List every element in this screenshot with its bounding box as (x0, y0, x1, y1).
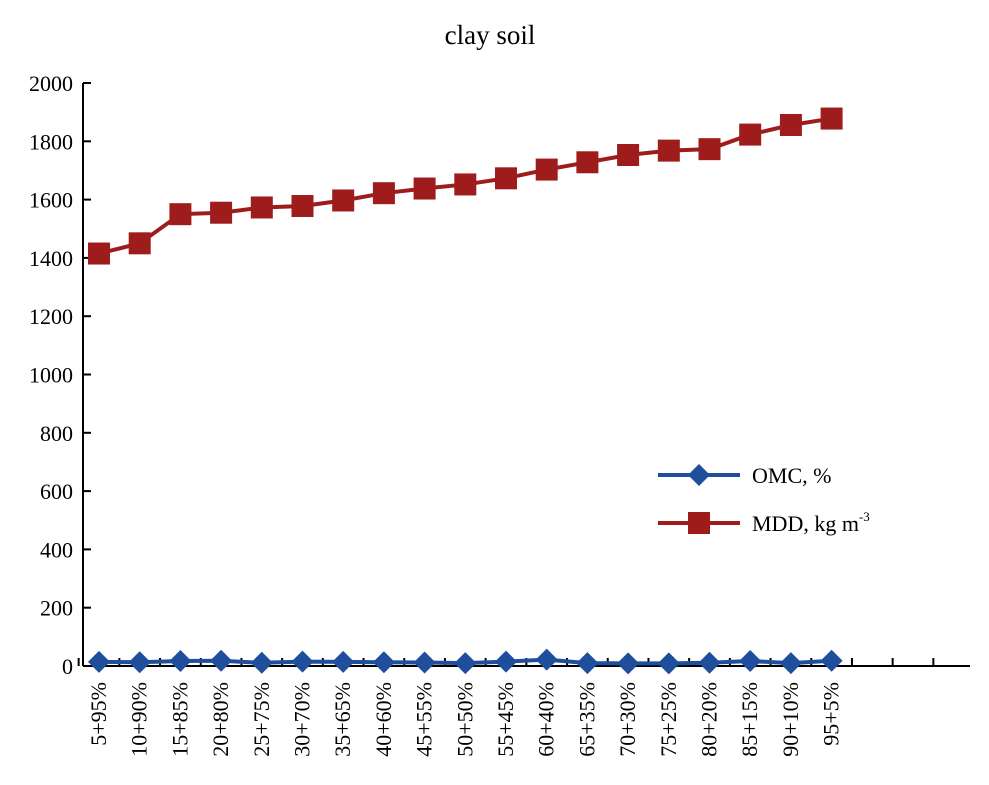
diamond-marker (169, 650, 192, 673)
chart-title: clay soil (445, 20, 536, 50)
x-tick-label: 50+50% (452, 682, 477, 757)
x-tick-label: 75+25% (656, 682, 681, 757)
square-marker (617, 144, 640, 167)
x-tick-label: 40+60% (371, 682, 396, 757)
diamond-marker (495, 650, 517, 673)
square-marker (698, 138, 721, 161)
diamond-marker (617, 652, 640, 675)
y-tick-label: 800 (40, 421, 73, 446)
series-omc (88, 648, 843, 675)
y-tick-label: 1600 (29, 188, 73, 213)
y-tick-label: 400 (40, 537, 73, 562)
legend-item: OMC, % (658, 463, 831, 488)
axes: 0 200 400 600 800 1000 1200 1400 1600 1800 2000 5+9… (29, 71, 970, 757)
x-tick-label: 5+95% (86, 682, 111, 746)
legend-marker (688, 512, 710, 534)
x-tick-label: 60+40% (534, 682, 559, 757)
series-mdd (88, 107, 843, 265)
square-marker (210, 201, 233, 224)
square-marker (779, 113, 802, 136)
x-tick-label: 55+45% (493, 682, 518, 757)
square-marker (88, 242, 110, 265)
square-marker (820, 107, 843, 130)
x-tick-label: 25+75% (249, 682, 274, 757)
x-tick-label: 20+80% (208, 682, 233, 757)
diamond-marker (739, 650, 762, 673)
x-tick-label: 15+85% (167, 682, 192, 757)
legend: OMC, % MDD, kg m-3 (658, 463, 870, 536)
x-tick-label: 80+20% (697, 682, 722, 757)
diamond-marker (657, 652, 680, 675)
legend-item: MDD, kg m-3 (658, 509, 870, 536)
y-tick-label: 2000 (29, 71, 73, 96)
y-tick-label: 200 (40, 596, 73, 621)
square-marker (535, 158, 558, 181)
square-marker (250, 196, 273, 219)
x-tick-label: 70+30% (615, 682, 640, 757)
y-tick-label: 1800 (29, 129, 73, 154)
legend-label: MDD, kg m-3 (752, 509, 870, 536)
x-tick-label: 65+35% (574, 682, 599, 757)
diamond-marker (413, 651, 436, 674)
x-tick-label: 10+90% (127, 682, 152, 757)
diamond-marker (128, 651, 151, 674)
diamond-marker (576, 652, 599, 675)
square-marker (332, 189, 355, 212)
y-tick-label: 600 (40, 479, 73, 504)
square-marker (495, 167, 517, 190)
diamond-marker (454, 652, 477, 675)
square-marker (576, 151, 599, 174)
diamond-marker (779, 652, 802, 675)
square-marker (739, 123, 762, 146)
y-tick-label: 0 (62, 654, 73, 679)
square-marker (657, 139, 680, 162)
square-marker (128, 232, 151, 255)
y-tick-label: 1000 (29, 363, 73, 388)
legend-superscript: -3 (859, 509, 870, 524)
diamond-marker (250, 651, 273, 674)
diamond-marker (535, 648, 558, 671)
legend-marker (688, 464, 710, 486)
x-tick-label: 35+65% (330, 682, 355, 757)
square-marker (454, 173, 477, 196)
diamond-marker (820, 649, 843, 672)
x-tick-label: 45+55% (412, 682, 437, 757)
diamond-marker (372, 651, 395, 674)
x-tick-label: 90+10% (778, 682, 803, 757)
square-marker (169, 203, 192, 226)
square-marker (413, 177, 436, 200)
x-tick-label: 85+15% (737, 682, 762, 757)
y-tick-label: 1200 (29, 304, 73, 329)
legend-label: OMC, % (752, 463, 831, 488)
diamond-marker (332, 650, 355, 673)
y-tick-label: 1400 (29, 246, 73, 271)
square-marker (372, 182, 395, 205)
diamond-marker (291, 650, 314, 673)
x-tick-label: 30+70% (290, 682, 315, 757)
series-layer (88, 107, 843, 675)
square-marker (291, 195, 314, 218)
diamond-marker (210, 649, 233, 672)
diamond-marker (698, 651, 721, 674)
x-tick-label: 95+5% (819, 682, 844, 746)
diamond-marker (88, 650, 110, 673)
